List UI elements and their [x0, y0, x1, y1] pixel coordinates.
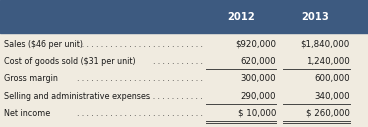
Text: Selling and administrative expenses: Selling and administrative expenses	[4, 92, 151, 100]
Text: . . . . . . . . . . . . . . . . . . . . . . . . . . .: . . . . . . . . . . . . . . . . . . . . …	[77, 40, 202, 49]
Text: $1,840,000: $1,840,000	[300, 40, 350, 49]
Text: 600,000: 600,000	[314, 74, 350, 83]
Text: $920,000: $920,000	[235, 40, 276, 49]
Text: 2012: 2012	[227, 12, 255, 21]
Text: Cost of goods sold ($31 per unit): Cost of goods sold ($31 per unit)	[4, 57, 136, 66]
Text: 2013: 2013	[301, 12, 329, 21]
Text: 620,000: 620,000	[240, 57, 276, 66]
Text: 300,000: 300,000	[240, 74, 276, 83]
Text: . . . . . . . . . . . . . . . . . . . . . . . . . . .: . . . . . . . . . . . . . . . . . . . . …	[77, 74, 202, 83]
Text: $ 10,000: $ 10,000	[238, 109, 276, 118]
Text: 340,000: 340,000	[314, 92, 350, 100]
Text: . . . . . . . . . . . .: . . . . . . . . . . . .	[148, 92, 202, 100]
Text: Gross margin: Gross margin	[4, 74, 58, 83]
Text: Sales ($46 per unit): Sales ($46 per unit)	[4, 40, 84, 49]
Text: . . . . . . . . . . .: . . . . . . . . . . .	[152, 57, 202, 66]
Text: . . . . . . . . . . . . . . . . . . . . . . . . . . .: . . . . . . . . . . . . . . . . . . . . …	[77, 109, 202, 118]
Text: 290,000: 290,000	[241, 92, 276, 100]
Bar	[0, 0, 368, 33]
Text: $ 260,000: $ 260,000	[306, 109, 350, 118]
Text: Net income: Net income	[4, 109, 51, 118]
Text: 1,240,000: 1,240,000	[306, 57, 350, 66]
